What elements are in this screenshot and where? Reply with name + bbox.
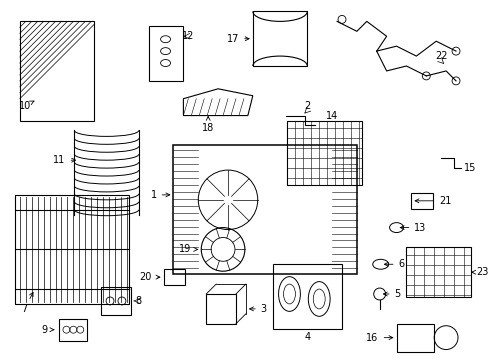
Text: 23: 23 xyxy=(471,267,487,277)
Text: 1: 1 xyxy=(150,190,169,200)
Text: 7: 7 xyxy=(21,292,33,314)
Text: 3: 3 xyxy=(249,304,266,314)
Text: 13: 13 xyxy=(400,222,426,233)
Bar xyxy=(60,319,87,341)
Bar xyxy=(396,324,433,351)
Text: 14: 14 xyxy=(325,111,338,121)
Bar xyxy=(173,145,356,274)
Text: 20: 20 xyxy=(139,272,160,282)
Text: 9: 9 xyxy=(41,325,54,335)
Text: 6: 6 xyxy=(384,259,404,269)
Text: 17: 17 xyxy=(226,34,248,44)
Bar xyxy=(410,193,432,209)
Text: 19: 19 xyxy=(179,244,197,255)
Bar xyxy=(406,247,470,297)
Text: 4: 4 xyxy=(304,332,310,342)
Bar xyxy=(287,121,361,185)
Text: 12: 12 xyxy=(182,31,194,41)
Text: 21: 21 xyxy=(414,196,450,206)
Bar xyxy=(163,269,185,285)
Bar xyxy=(272,264,341,329)
Bar xyxy=(148,26,183,81)
Bar xyxy=(101,287,131,315)
Text: 5: 5 xyxy=(383,289,400,299)
Text: 15: 15 xyxy=(463,163,475,173)
Bar xyxy=(252,12,306,66)
Bar xyxy=(206,294,236,324)
Bar xyxy=(15,195,129,304)
Text: 16: 16 xyxy=(366,333,392,343)
Text: 8: 8 xyxy=(136,296,142,306)
Text: 11: 11 xyxy=(53,155,76,165)
Text: 10: 10 xyxy=(19,101,34,111)
Text: 22: 22 xyxy=(434,51,447,61)
Text: 2: 2 xyxy=(304,101,310,111)
Bar xyxy=(20,21,94,121)
Text: 18: 18 xyxy=(202,117,214,134)
